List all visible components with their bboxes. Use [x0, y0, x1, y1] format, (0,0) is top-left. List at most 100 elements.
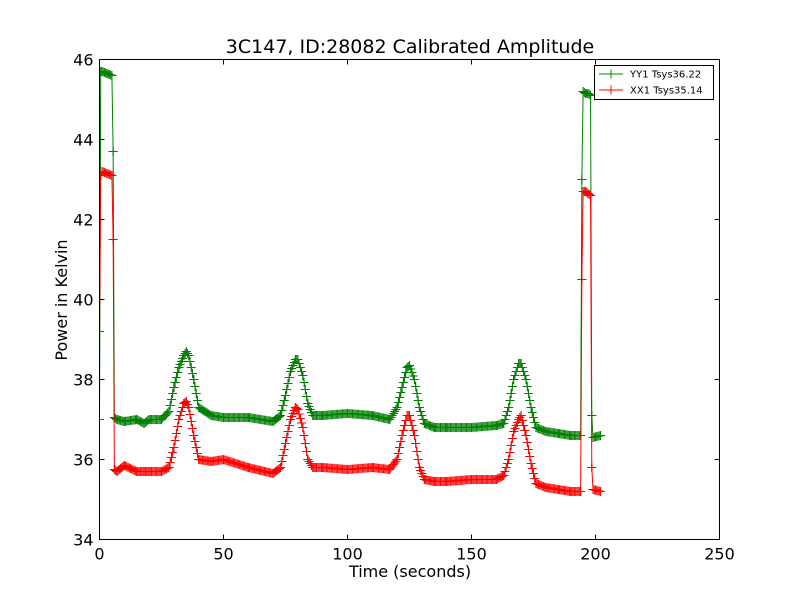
x-tick-label: 100 [332, 545, 363, 564]
data-point [186, 417, 196, 426]
data-point [160, 465, 170, 474]
data-point [102, 169, 112, 178]
series-group [99, 67, 605, 496]
data-point [308, 463, 318, 472]
data-point [204, 409, 214, 419]
data-point [197, 405, 207, 415]
y-axis-label: Power in Kelvin [52, 239, 71, 360]
data-point [171, 429, 181, 438]
data-point [122, 462, 132, 472]
data-point [526, 459, 536, 468]
data-point [529, 413, 538, 422]
data-point [174, 415, 184, 424]
data-point [277, 457, 287, 466]
data-point [553, 485, 563, 494]
data-point [170, 378, 180, 387]
data-point [507, 434, 517, 443]
data-point [566, 431, 576, 440]
data-point [527, 408, 537, 417]
y-tick-label: 38 [73, 371, 93, 390]
data-point [194, 455, 204, 464]
data-point [496, 472, 506, 482]
x-axis-label: Time (seconds) [348, 562, 471, 581]
data-point [442, 423, 452, 432]
data-point [188, 424, 197, 433]
data-point [173, 422, 183, 431]
data-point [491, 421, 501, 430]
data-point [412, 389, 422, 398]
data-point [522, 382, 532, 391]
data-point [108, 147, 118, 156]
data-point [99, 415, 104, 424]
data-point [119, 417, 129, 426]
data-point [402, 363, 412, 372]
data-point [577, 175, 587, 184]
data-point [390, 407, 400, 416]
data-point [283, 379, 293, 388]
data-point [268, 469, 278, 478]
data-point [294, 359, 304, 368]
data-point [202, 408, 212, 418]
data-point [505, 396, 515, 405]
data-point [219, 455, 228, 464]
data-point [293, 355, 303, 364]
data-point [189, 375, 199, 384]
data-point [395, 393, 405, 402]
data-point [467, 423, 476, 432]
data-point [418, 415, 428, 424]
data-point [429, 423, 439, 432]
x-tick-label: 250 [704, 545, 735, 564]
data-point [531, 423, 541, 432]
data-point [530, 418, 540, 427]
data-point [579, 88, 589, 97]
data-point [398, 378, 408, 387]
data-point [126, 464, 135, 473]
data-point [367, 411, 377, 420]
data-point [506, 389, 516, 398]
data-point [205, 410, 215, 420]
data-point [277, 406, 287, 415]
data-point [553, 429, 563, 438]
data-point [595, 487, 605, 496]
data-point [586, 91, 596, 100]
data-point [393, 449, 403, 458]
data-point [185, 357, 195, 366]
data-point [107, 171, 117, 180]
data-point [99, 167, 107, 176]
data-point [494, 473, 504, 483]
data-point [302, 392, 312, 401]
data-point [290, 403, 300, 412]
data-point [157, 467, 166, 476]
data-point [185, 410, 195, 419]
data-point [308, 411, 318, 420]
data-point [411, 382, 421, 391]
data-point [429, 477, 439, 486]
legend-label: XX1 Tsys35.14 [630, 86, 703, 97]
data-point [318, 463, 328, 472]
data-point [501, 411, 511, 420]
data-point [343, 409, 352, 418]
data-point [529, 469, 538, 478]
data-point [396, 388, 406, 397]
data-point [525, 452, 535, 461]
data-point [121, 461, 131, 471]
data-point [303, 455, 313, 464]
data-point [206, 411, 216, 420]
data-point [192, 449, 202, 458]
data-point [295, 363, 305, 372]
data-point [191, 389, 201, 398]
data-point [493, 474, 503, 484]
data-point [302, 447, 312, 456]
y-tick-label: 36 [73, 451, 93, 470]
data-point [188, 369, 197, 378]
data-point [139, 419, 149, 428]
data-point [588, 433, 598, 442]
data-point [385, 465, 395, 474]
data-point [519, 421, 529, 430]
series-layer [99, 67, 605, 496]
data-point [519, 367, 529, 376]
data-point [303, 399, 313, 408]
data-point [165, 401, 175, 410]
data-point [128, 465, 138, 475]
y-tick-label: 40 [73, 291, 93, 310]
